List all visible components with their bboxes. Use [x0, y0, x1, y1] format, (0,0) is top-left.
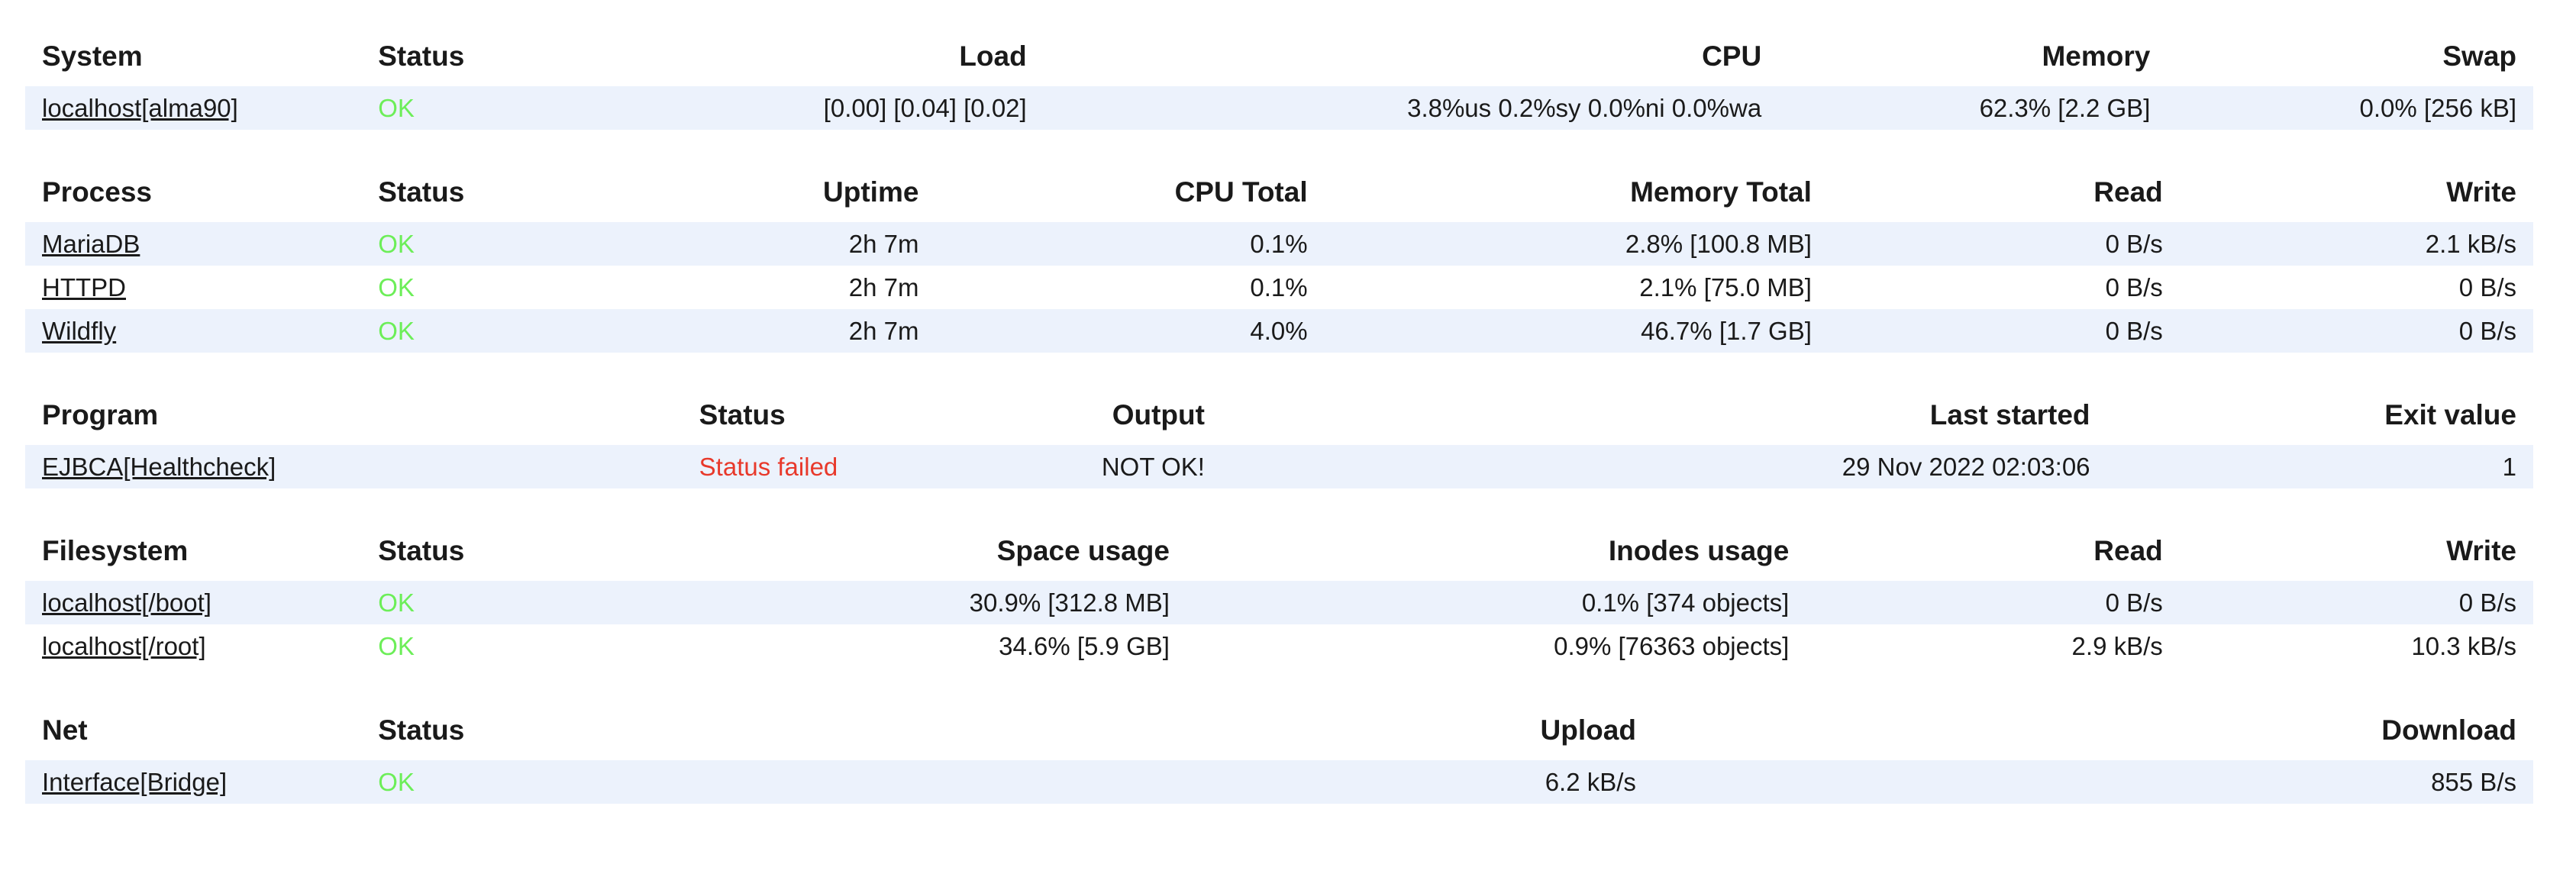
- process-header-memory-total: Memory Total: [1630, 176, 1812, 208]
- system-swap-value: 0.0% [256 kB]: [2359, 94, 2516, 122]
- net-table: Net Status Upload Download Interface[Bri…: [25, 711, 2533, 804]
- process-uptime-value: 2h 7m: [848, 230, 919, 258]
- filesystem-header-inodes-usage: Inodes usage: [1608, 535, 1790, 566]
- process-cpu-total-value: 0.1%: [1250, 230, 1308, 258]
- filesystem-inodes-usage-value: 0.1% [374 objects]: [1581, 588, 1790, 617]
- program-link-ejbca-healthcheck[interactable]: EJBCA[Healthcheck]: [42, 453, 276, 481]
- system-link-localhost-alma90[interactable]: localhost[alma90]: [42, 94, 238, 122]
- process-memory-total-value: 46.7% [1.7 GB]: [1641, 317, 1812, 345]
- filesystem-space-usage-value: 34.6% [5.9 GB]: [999, 632, 1170, 660]
- program-header-status: Status: [699, 399, 786, 430]
- process-cpu-total-value: 4.0%: [1250, 317, 1308, 345]
- filesystem-table: Filesystem Status Space usage Inodes usa…: [25, 531, 2533, 668]
- system-cpu-value: 3.8%us 0.2%sy 0.0%ni 0.0%wa: [1407, 94, 1762, 122]
- net-download-value: 855 B/s: [2431, 768, 2516, 796]
- filesystem-header-row: Filesystem Status Space usage Inodes usa…: [25, 531, 2533, 581]
- process-uptime-value: 2h 7m: [848, 317, 919, 345]
- process-header-name: Process: [42, 176, 152, 208]
- filesystem-header-status: Status: [378, 535, 465, 566]
- table-row: localhost[alma90] OK [0.00] [0.04] [0.02…: [25, 86, 2533, 130]
- table-row: HTTPD OK 2h 7m 0.1% 2.1% [75.0 MB] 0 B/s…: [25, 266, 2533, 309]
- process-header-status: Status: [378, 176, 465, 208]
- system-memory-value: 62.3% [2.2 GB]: [1979, 94, 2151, 122]
- filesystem-write-value: 10.3 kB/s: [2411, 632, 2516, 660]
- table-row: Wildfly OK 2h 7m 4.0% 46.7% [1.7 GB] 0 B…: [25, 309, 2533, 353]
- program-header-name: Program: [42, 399, 159, 430]
- system-load-value: [0.00] [0.04] [0.02]: [823, 94, 1027, 122]
- net-header-row: Net Status Upload Download: [25, 711, 2533, 760]
- process-header-read: Read: [2093, 176, 2163, 208]
- status-badge: OK: [378, 632, 415, 660]
- system-header-swap: Swap: [2442, 40, 2516, 72]
- filesystem-header-name: Filesystem: [42, 535, 189, 566]
- process-cpu-total-value: 0.1%: [1250, 273, 1308, 301]
- process-table: Process Status Uptime CPU Total Memory T…: [25, 172, 2533, 353]
- process-header-row: Process Status Uptime CPU Total Memory T…: [25, 172, 2533, 222]
- program-header-last-started: Last started: [1929, 399, 2090, 430]
- process-memory-total-value: 2.1% [75.0 MB]: [1639, 273, 1812, 301]
- process-read-value: 0 B/s: [2105, 273, 2163, 301]
- system-table: System Status Load CPU Memory Swap local…: [25, 37, 2533, 130]
- program-last-started-value: 29 Nov 2022 02:03:06: [1842, 453, 2090, 481]
- net-header-status: Status: [378, 714, 465, 746]
- net-header-name: Net: [42, 714, 88, 746]
- status-badge: OK: [378, 273, 415, 301]
- process-memory-total-value: 2.8% [100.8 MB]: [1625, 230, 1812, 258]
- system-header-load: Load: [959, 40, 1027, 72]
- process-write-value: 0 B/s: [2458, 273, 2516, 301]
- program-output-value: NOT OK!: [1101, 453, 1205, 481]
- process-header-cpu-total: CPU Total: [1174, 176, 1308, 208]
- filesystem-link-localhost-boot[interactable]: localhost[/boot]: [42, 588, 211, 617]
- filesystem-link-localhost-root[interactable]: localhost[/root]: [42, 632, 206, 660]
- process-link-mariadb[interactable]: MariaDB: [42, 230, 140, 258]
- process-write-value: 2.1 kB/s: [2425, 230, 2516, 258]
- filesystem-read-value: 2.9 kB/s: [2071, 632, 2163, 660]
- status-badge: OK: [378, 768, 415, 796]
- process-header-write: Write: [2446, 176, 2516, 208]
- program-header-output: Output: [1112, 399, 1205, 430]
- filesystem-space-usage-value: 30.9% [312.8 MB]: [969, 588, 1170, 617]
- table-row: localhost[/boot] OK 30.9% [312.8 MB] 0.1…: [25, 581, 2533, 624]
- table-row: EJBCA[Healthcheck] Status failed NOT OK!…: [25, 445, 2533, 488]
- program-table: Program Status Output Last started Exit …: [25, 395, 2533, 488]
- status-badge: Status failed: [699, 453, 838, 481]
- system-header-name: System: [42, 40, 143, 72]
- net-link-interface-bridge[interactable]: Interface[Bridge]: [42, 768, 228, 796]
- system-header-row: System Status Load CPU Memory Swap: [25, 37, 2533, 86]
- program-header-exit-value: Exit value: [2384, 399, 2516, 430]
- filesystem-inodes-usage-value: 0.9% [76363 objects]: [1554, 632, 1790, 660]
- process-write-value: 0 B/s: [2458, 317, 2516, 345]
- system-header-status: Status: [378, 40, 465, 72]
- process-link-wildfly[interactable]: Wildfly: [42, 317, 117, 345]
- net-upload-value: 6.2 kB/s: [1545, 768, 1636, 796]
- filesystem-read-value: 0 B/s: [2105, 588, 2163, 617]
- process-read-value: 0 B/s: [2105, 317, 2163, 345]
- table-row: MariaDB OK 2h 7m 0.1% 2.8% [100.8 MB] 0 …: [25, 222, 2533, 266]
- system-header-cpu: CPU: [1702, 40, 1762, 72]
- status-badge: OK: [378, 230, 415, 258]
- net-header-download: Download: [2381, 714, 2516, 746]
- filesystem-write-value: 0 B/s: [2458, 588, 2516, 617]
- process-read-value: 0 B/s: [2105, 230, 2163, 258]
- status-badge: OK: [378, 94, 415, 122]
- net-header-upload: Upload: [1540, 714, 1636, 746]
- filesystem-header-space-usage: Space usage: [996, 535, 1170, 566]
- status-badge: OK: [378, 317, 415, 345]
- process-uptime-value: 2h 7m: [848, 273, 919, 301]
- system-header-memory: Memory: [2042, 40, 2151, 72]
- table-row: localhost[/root] OK 34.6% [5.9 GB] 0.9% …: [25, 624, 2533, 668]
- program-exit-value: 1: [2502, 453, 2516, 481]
- process-header-uptime: Uptime: [823, 176, 919, 208]
- filesystem-header-read: Read: [2093, 535, 2163, 566]
- status-badge: OK: [378, 588, 415, 617]
- program-header-row: Program Status Output Last started Exit …: [25, 395, 2533, 445]
- process-link-httpd[interactable]: HTTPD: [42, 273, 126, 301]
- filesystem-header-write: Write: [2446, 535, 2516, 566]
- table-row: Interface[Bridge] OK 6.2 kB/s 855 B/s: [25, 760, 2533, 804]
